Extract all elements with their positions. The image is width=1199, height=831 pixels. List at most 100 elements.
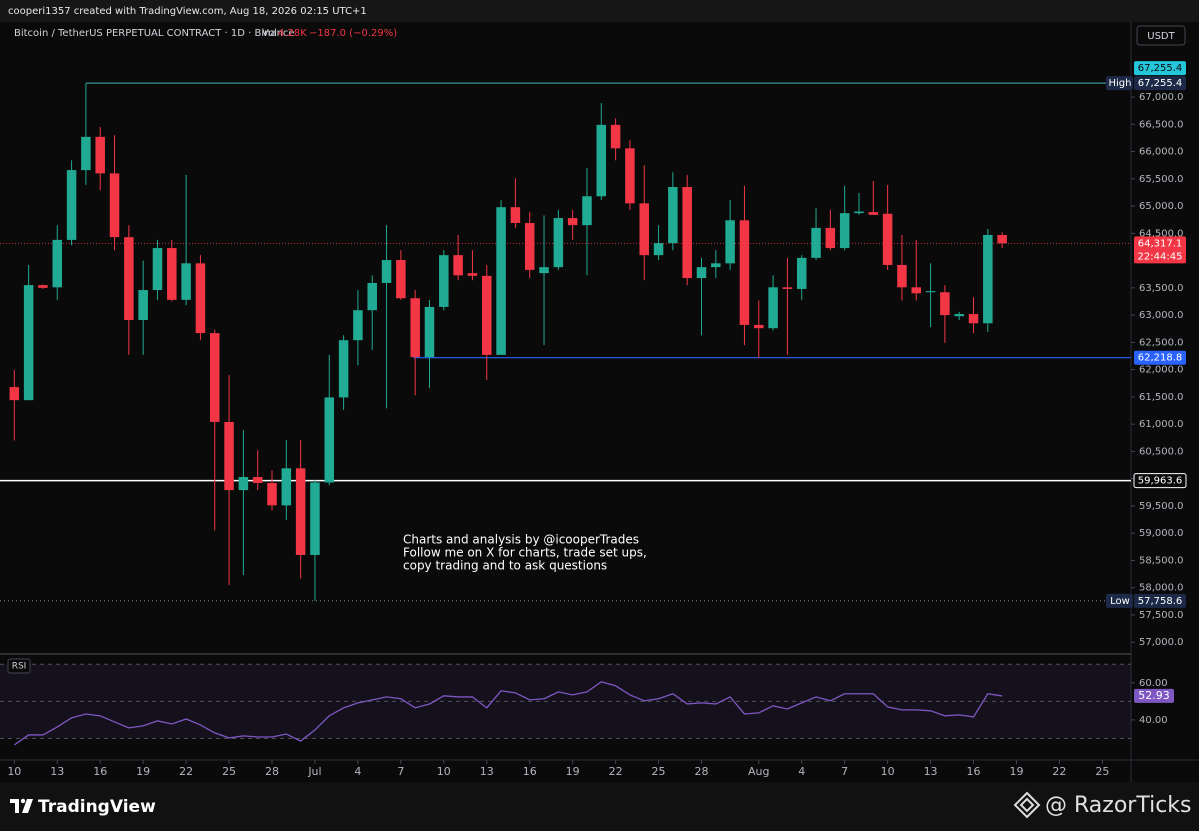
candle-body [782, 287, 793, 289]
candle-body [567, 218, 578, 226]
candle-body [882, 213, 893, 265]
candle [267, 470, 277, 511]
candle [338, 335, 349, 410]
candle [167, 239, 177, 302]
level-label-box [1134, 76, 1186, 91]
candle [52, 225, 63, 300]
y-tick-label: 66,000.0 [1139, 147, 1184, 158]
rsi-line [13, 681, 1003, 746]
y-tick-label: 65,000.0 [1139, 201, 1184, 212]
level-label: 67,255.4 [1138, 78, 1183, 89]
candle-body [439, 255, 449, 307]
countdown: 22:44:45 [1138, 251, 1183, 262]
candle-body [453, 255, 463, 276]
candle [610, 118, 621, 161]
y-tick-label: 65,500.0 [1139, 174, 1184, 185]
candle [353, 290, 363, 366]
candle [66, 160, 77, 246]
level-label: 62,218.8 [1138, 353, 1183, 364]
x-tick-label: 10 [437, 765, 451, 778]
candle [510, 178, 521, 228]
candle [181, 175, 191, 306]
candle [396, 250, 406, 300]
x-tick-label: 19 [1009, 765, 1023, 778]
y-tick-label: 63,000.0 [1139, 310, 1184, 321]
candle [367, 275, 377, 350]
candle-body [496, 207, 506, 355]
currency-button[interactable] [1136, 25, 1186, 46]
watermark: @ RazorTicks [1045, 793, 1192, 818]
x-tick-label: 28 [265, 765, 279, 778]
x-tick-label: 28 [695, 765, 709, 778]
level-label: 57,758.6 [1138, 596, 1183, 607]
candle [138, 260, 148, 355]
candle [839, 185, 850, 251]
candle-body [167, 248, 177, 300]
candle [711, 250, 721, 279]
candle-body [81, 136, 91, 171]
candle-body [295, 468, 306, 555]
y-tick-label: 63,500.0 [1139, 283, 1184, 294]
x-tick-label: 13 [480, 765, 494, 778]
candle-body [310, 482, 320, 555]
candle-body [410, 298, 420, 358]
candle [954, 311, 964, 321]
level-tag: High [1109, 78, 1132, 89]
candle-body [467, 273, 478, 276]
candle [38, 284, 48, 289]
candle-body [668, 187, 678, 244]
candle [983, 228, 993, 333]
candle [796, 255, 807, 300]
candle-body [854, 211, 864, 214]
candle [381, 225, 392, 409]
level-label-box [1134, 350, 1186, 365]
candle [925, 263, 936, 328]
candle [968, 297, 979, 334]
candle [882, 184, 893, 270]
candle [95, 127, 105, 191]
candle [310, 480, 320, 601]
y-tick-label: 66,500.0 [1139, 119, 1184, 130]
candle-body [9, 387, 20, 401]
volume-value: 4.28K [278, 28, 307, 39]
y-tick-label: 58,500.0 [1139, 555, 1184, 566]
last-price-label: 64,317.1 [1138, 238, 1183, 249]
candle [124, 225, 134, 355]
last-price-box [1134, 236, 1186, 264]
candle [252, 450, 263, 491]
y-tick-label: 57,000.0 [1139, 637, 1184, 648]
x-tick-label: 22 [1052, 765, 1066, 778]
candle-body [768, 287, 778, 329]
level-tag: Low [1110, 596, 1130, 607]
candle-body [23, 285, 34, 401]
candle-body [968, 314, 979, 324]
candle [482, 264, 492, 380]
level-label: 59,963.6 [1138, 476, 1183, 487]
rsi-tick-label: 60.00 [1139, 678, 1168, 689]
candle [195, 255, 206, 341]
candle-body [796, 257, 807, 289]
rsi-last-box [1134, 688, 1174, 703]
candle-body [252, 477, 263, 484]
candle-body [539, 267, 549, 274]
rsi-tick-label: 40.00 [1139, 715, 1168, 726]
high-marker-label: 67,255.4 [1138, 63, 1183, 74]
x-tick-label: 19 [566, 765, 580, 778]
candle-body [281, 468, 292, 506]
brand: TradingView [38, 797, 156, 817]
candle-body [209, 333, 220, 422]
candle-body [725, 220, 735, 264]
candle [224, 375, 234, 585]
candle-body [625, 148, 635, 204]
candle [496, 200, 506, 355]
candle-body [839, 213, 850, 249]
y-tick-label: 58,000.0 [1139, 583, 1184, 594]
x-tick-label: 13 [924, 765, 938, 778]
y-tick-label: 59,500.0 [1139, 501, 1184, 512]
candle [696, 257, 707, 336]
y-tick-label: 59,000.0 [1139, 528, 1184, 539]
candle-body [983, 234, 993, 324]
volume-label: Vol [262, 28, 277, 39]
candle [410, 290, 420, 396]
level-label-box [1134, 593, 1186, 608]
